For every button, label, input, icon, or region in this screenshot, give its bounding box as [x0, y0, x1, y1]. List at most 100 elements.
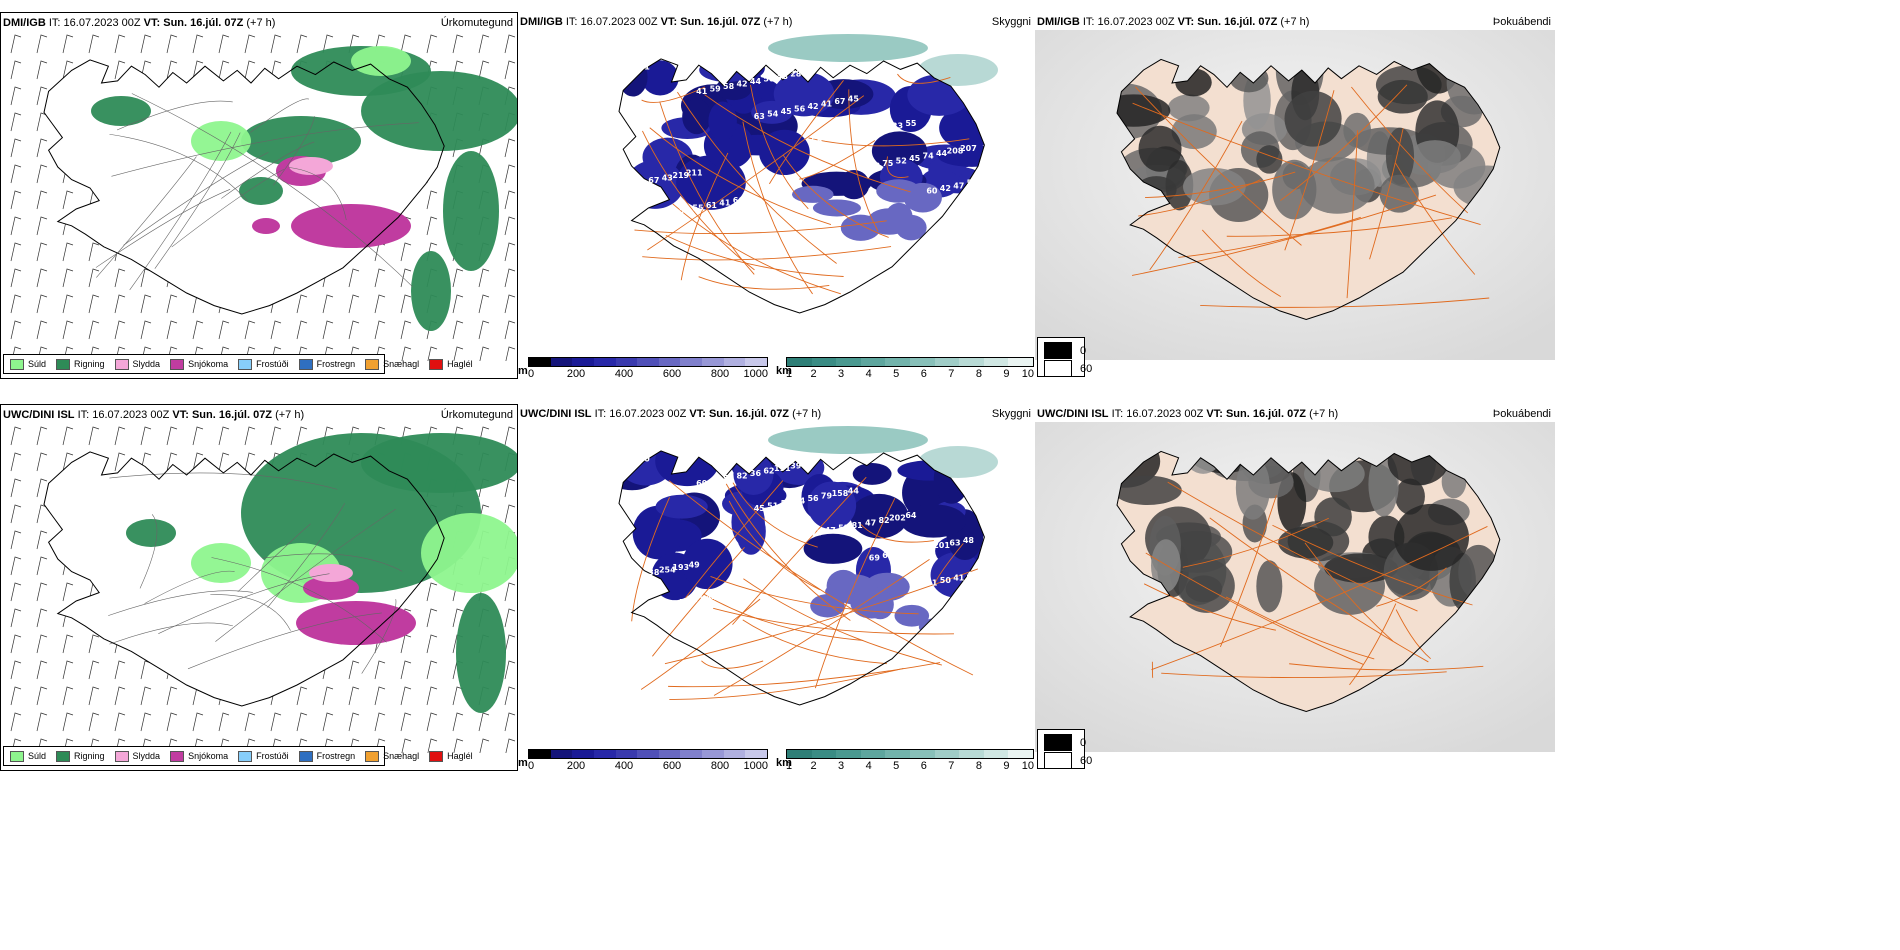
colorbar-unit: km	[776, 365, 792, 377]
panel-variable: Úrkomutegund	[440, 17, 513, 29]
cloud-base-label: 52	[838, 524, 849, 533]
colorbar-cell	[811, 750, 837, 758]
cloud-base-label: 67	[834, 97, 845, 106]
cloud-base-label: 41	[821, 99, 833, 108]
colorbar-tick: 400	[614, 760, 634, 772]
coastline	[618, 58, 985, 314]
colorbar-tick: 8	[975, 760, 982, 772]
cloud-base-label: 75	[882, 159, 894, 168]
panel-title: DMI/IGB IT: 16.07.2023 00Z VT: Sun. 16.j…	[1037, 16, 1310, 28]
cloud-base-label: 74	[923, 151, 935, 160]
colorbar-cell	[745, 358, 768, 366]
cloud-base-label: 202	[889, 514, 906, 523]
coastline	[1116, 58, 1501, 321]
precip-cover	[91, 46, 517, 331]
cloud-base-label: 55	[905, 119, 917, 128]
cloud-base-label: 56	[794, 104, 806, 113]
colorbar-cell	[572, 358, 594, 366]
cloud-base-label: 54	[767, 109, 779, 118]
cloud-base-label: 191	[774, 464, 791, 473]
panel-variable: Skyggni	[991, 408, 1031, 420]
colorbar-cells	[528, 749, 768, 759]
fog-legend-row: 0	[1044, 342, 1086, 359]
legend-item: Slydda	[114, 358, 160, 370]
legend-swatch	[170, 750, 185, 762]
colorbar-cell	[934, 750, 960, 758]
legend-item: Rigning	[56, 358, 105, 370]
precip-type-legend: Súld Rigning Slydda Snjókoma Frostúði Frostre…	[3, 746, 473, 766]
colorbar-cell	[909, 750, 935, 758]
cloud-base-label: 47	[865, 519, 876, 528]
cloud-base-label: 211	[686, 169, 703, 178]
cloud-base-label: 64	[905, 511, 917, 520]
colorbar-cell	[885, 750, 910, 758]
colorbar-tick: 400	[614, 368, 634, 380]
colorbar-cell	[787, 358, 812, 366]
colorbar-tick: 0	[528, 760, 535, 772]
cloud-base-label: 82	[838, 132, 849, 141]
cloud-base-label: 158	[832, 489, 849, 498]
fog-offshore	[918, 54, 998, 86]
colorbar-tick: 1000	[743, 368, 768, 380]
cloud-base-label: 53	[878, 124, 889, 133]
cloud-base-label: 50	[967, 179, 979, 188]
colorbar-tick: 9	[1003, 760, 1010, 772]
precip-type-legend: Súld Rigning Slydda Snjókoma Frostúði Frostre…	[3, 354, 473, 374]
colorbar-cell	[723, 750, 746, 758]
panel-title: UWC/DINI ISL IT: 16.07.2023 00Z VT: Sun.…	[520, 408, 822, 420]
panel-variable: Þokuábendi	[1492, 408, 1551, 420]
coastline	[1116, 450, 1501, 713]
colorbar-tick: 1	[786, 368, 793, 380]
cloud-base-label: 53	[909, 546, 920, 555]
cloud-base-label: 42	[940, 184, 951, 193]
cloud-base-label: 50	[763, 75, 775, 84]
colorbar-tick: 10	[1021, 368, 1034, 380]
colorbar-cell	[529, 750, 551, 758]
cloud-base-label: 41	[696, 87, 708, 96]
cloud-base-label: 55	[692, 204, 704, 213]
cloud-base-label: 61	[706, 201, 718, 210]
precip-type-map	[10, 426, 517, 753]
cloud-base-label: 44	[750, 77, 762, 86]
colorbar-cell	[550, 750, 573, 758]
cloud-base-label: 47	[953, 181, 964, 190]
colorbar-cell	[836, 750, 861, 758]
legend-item: Snæhagl	[365, 750, 419, 762]
fog-legend-row: 0	[1044, 734, 1086, 751]
colorbar-cell	[637, 358, 659, 366]
colorbar-cell	[745, 750, 768, 758]
cloud-base-label: 45	[754, 504, 766, 513]
colorbar-cell	[572, 750, 594, 758]
roads	[108, 472, 403, 674]
colorbar-cell	[959, 358, 984, 366]
legend-label: Frostúði	[256, 359, 289, 369]
low-cloud	[619, 58, 985, 250]
cloud-base-label: 130	[716, 590, 733, 599]
legend-label: Haglél	[447, 359, 473, 369]
cloud-base-label: 51	[679, 598, 691, 607]
legend-label: Snjókoma	[188, 359, 229, 369]
cloud-base-label: 50	[679, 206, 691, 215]
cloud-base-label: 56	[896, 548, 908, 557]
cloud-base-label: 81	[852, 521, 864, 530]
cloud-base-label: 42	[807, 102, 818, 111]
visibility-map: 7141635548605259545575425158458252475042…	[618, 34, 998, 314]
cloud-base-label: 69	[869, 554, 881, 563]
cloud-base-label: 55	[825, 134, 837, 143]
cloud-base-label: 193	[672, 563, 689, 572]
fog-legend-swatch	[1044, 342, 1072, 359]
cloud-base-label: 50	[940, 576, 952, 585]
visibility-colorbar: km 1 2 3 4 5 6 7 8 9 10	[776, 749, 1034, 773]
coastline	[43, 59, 445, 315]
colorbar-cell	[1008, 358, 1033, 366]
fog-legend-label: 60	[1080, 362, 1093, 375]
panel-title: UWC/DINI ISL IT: 16.07.2023 00Z VT: Sun.…	[3, 409, 305, 421]
panel-title: DMI/IGB IT: 16.07.2023 00Z VT: Sun. 16.j…	[3, 17, 276, 29]
colorbar-tick: 2	[810, 368, 817, 380]
roads	[634, 73, 970, 295]
colorbar-tick: 1	[786, 760, 793, 772]
cloud-base-label: 42	[736, 80, 747, 89]
colorbar-cell	[658, 750, 681, 758]
cloud-base-label: 254	[659, 566, 676, 575]
fog-index-map	[1035, 422, 1555, 752]
